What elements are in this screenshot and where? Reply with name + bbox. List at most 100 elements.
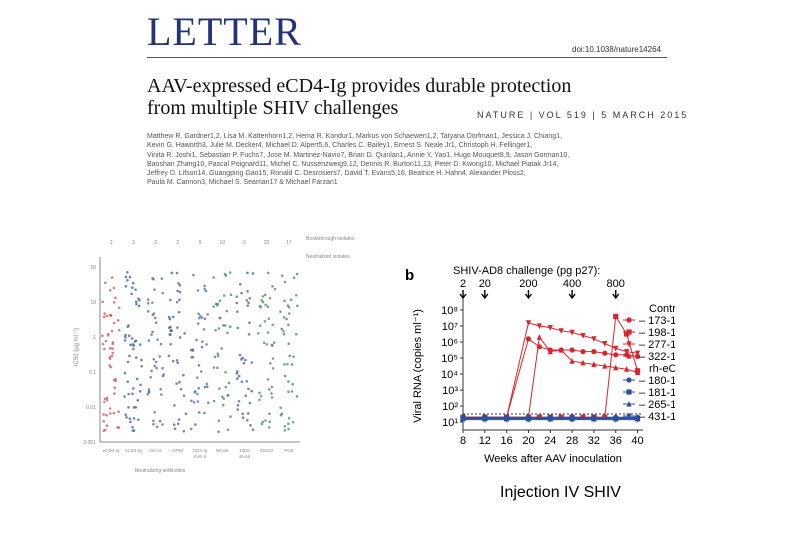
fig-a-dot: [131, 429, 135, 432]
panel-label: b: [405, 267, 414, 284]
fig-a-dot: [176, 361, 180, 365]
data-point: [591, 336, 597, 342]
data-point: [626, 389, 632, 395]
fig-a-dot: [240, 380, 244, 384]
fig-a-dot: [285, 317, 288, 321]
fig-a-dot: [283, 299, 286, 303]
legend-entry-label: – 173-10: [639, 315, 675, 327]
y-tick-label: 10⁵: [441, 353, 458, 365]
fig-a-dot: [151, 313, 155, 317]
data-point: [525, 336, 532, 342]
fig-a-dot: [110, 354, 114, 358]
data-point: [634, 369, 641, 375]
fig-a-category-label: eCD4-Ig: [125, 448, 142, 453]
fig-a-dot: [250, 389, 253, 393]
author-line: Kevin G. Haworth3, Julie M. Decker4, Mic…: [147, 142, 533, 150]
fig-a-dot: [127, 406, 130, 409]
fig-a-legend-breakthrough: Breakthrough isolates: [306, 236, 355, 242]
slide-caption: Injection IV SHIV: [500, 484, 621, 501]
fig-a-column-dots: [256, 271, 277, 429]
fig-a-dot: [170, 271, 174, 275]
fig-a-dot: [213, 355, 217, 359]
x-axis-title: Weeks after AAV inoculation: [484, 453, 622, 465]
fig-a-dot: [287, 416, 291, 420]
fig-a-dot: [112, 286, 116, 290]
fig-a-dot: [134, 405, 138, 409]
fig-a-dot: [216, 352, 220, 356]
fig-a-dot: [229, 293, 233, 297]
fig-a-dot: [286, 304, 290, 307]
fig-a-dot: [294, 332, 298, 336]
fig-a-dot: [237, 374, 241, 378]
fig-a-dot: [102, 429, 106, 432]
fig-a-dot: [151, 301, 154, 304]
fig-a-dot: [258, 324, 262, 327]
fig-a-dot: [287, 312, 291, 315]
fig-a-dot: [172, 423, 176, 426]
fig-a-dot: [258, 391, 261, 395]
fig-a-dot: [280, 274, 284, 278]
fig-a-dot: [217, 419, 221, 423]
fig-a-category-label: mim.6: [149, 448, 162, 453]
fig-a-dot: [146, 301, 150, 305]
fig-a-dot: [268, 412, 271, 416]
fig-a-dot: [266, 271, 270, 275]
fig-a-dot: [242, 361, 246, 365]
fig-a-dot: [272, 341, 276, 345]
data-point: [626, 317, 632, 323]
fig-a-dot: [151, 330, 154, 334]
data-point: [626, 352, 632, 359]
data-point: [591, 349, 597, 355]
fig-a-dot: [235, 370, 239, 373]
fig-a-dot: [131, 387, 135, 390]
legend-entry-label: – 265-10: [639, 399, 675, 411]
fig-a-dot: [104, 339, 108, 343]
fig-a-dot: [287, 342, 290, 346]
fig-a-dot: [173, 427, 177, 431]
data-point: [613, 313, 619, 319]
fig-a-dot: [283, 429, 287, 432]
fig-a-dot: [271, 285, 274, 288]
fig-a-dot: [204, 289, 208, 293]
fig-a-dot: [279, 310, 282, 314]
fig-a-column-dots: [235, 271, 255, 431]
fig-a-dot: [201, 340, 204, 343]
fig-a-dot: [138, 390, 142, 393]
y-tick-label: 10²: [442, 401, 458, 413]
fig-a-dot: [117, 410, 120, 414]
fig-a-dot: [273, 287, 277, 291]
data-point: [504, 417, 510, 423]
fig-a-dot: [101, 342, 105, 346]
fig-a-top-value: 3: [110, 240, 113, 246]
data-point: [626, 341, 632, 348]
fig-a-top-value: 3: [132, 240, 135, 246]
fig-a-dot: [236, 408, 239, 411]
chart-title: SHIV-AD8 challenge (pg p27):: [453, 265, 600, 277]
challenge-dose-label: 20: [479, 278, 491, 290]
fig-a-dot: [152, 357, 156, 361]
data-point: [602, 362, 608, 369]
fig-a-dot: [259, 394, 263, 398]
fig-a-dot: [212, 276, 215, 279]
fig-a-dot: [221, 395, 224, 399]
fig-a-dot: [244, 394, 248, 398]
fig-a-dot: [128, 275, 132, 279]
fig-a-dot: [288, 354, 291, 358]
fig-a-dot: [248, 296, 252, 300]
data-point: [580, 349, 586, 355]
legend-entry-label: – 180-10: [639, 375, 675, 387]
fig-a-dot: [217, 430, 220, 434]
fig-a-dot: [116, 319, 120, 322]
fig-a-dot: [287, 380, 290, 383]
fig-a-dot: [179, 387, 183, 391]
y-tick-label: 10¹: [442, 417, 458, 429]
fig-a-y-tick-label: 0.1: [89, 370, 96, 376]
fig-a-top-value: 20: [264, 240, 270, 246]
fig-a-dot: [292, 355, 295, 358]
fig-a-dot: [225, 309, 229, 313]
fig-a-dot: [205, 343, 208, 346]
fig-a-dot: [241, 356, 245, 360]
fig-a-dot: [194, 390, 197, 393]
fig-a-dot: [130, 292, 133, 296]
data-point: [536, 334, 542, 340]
